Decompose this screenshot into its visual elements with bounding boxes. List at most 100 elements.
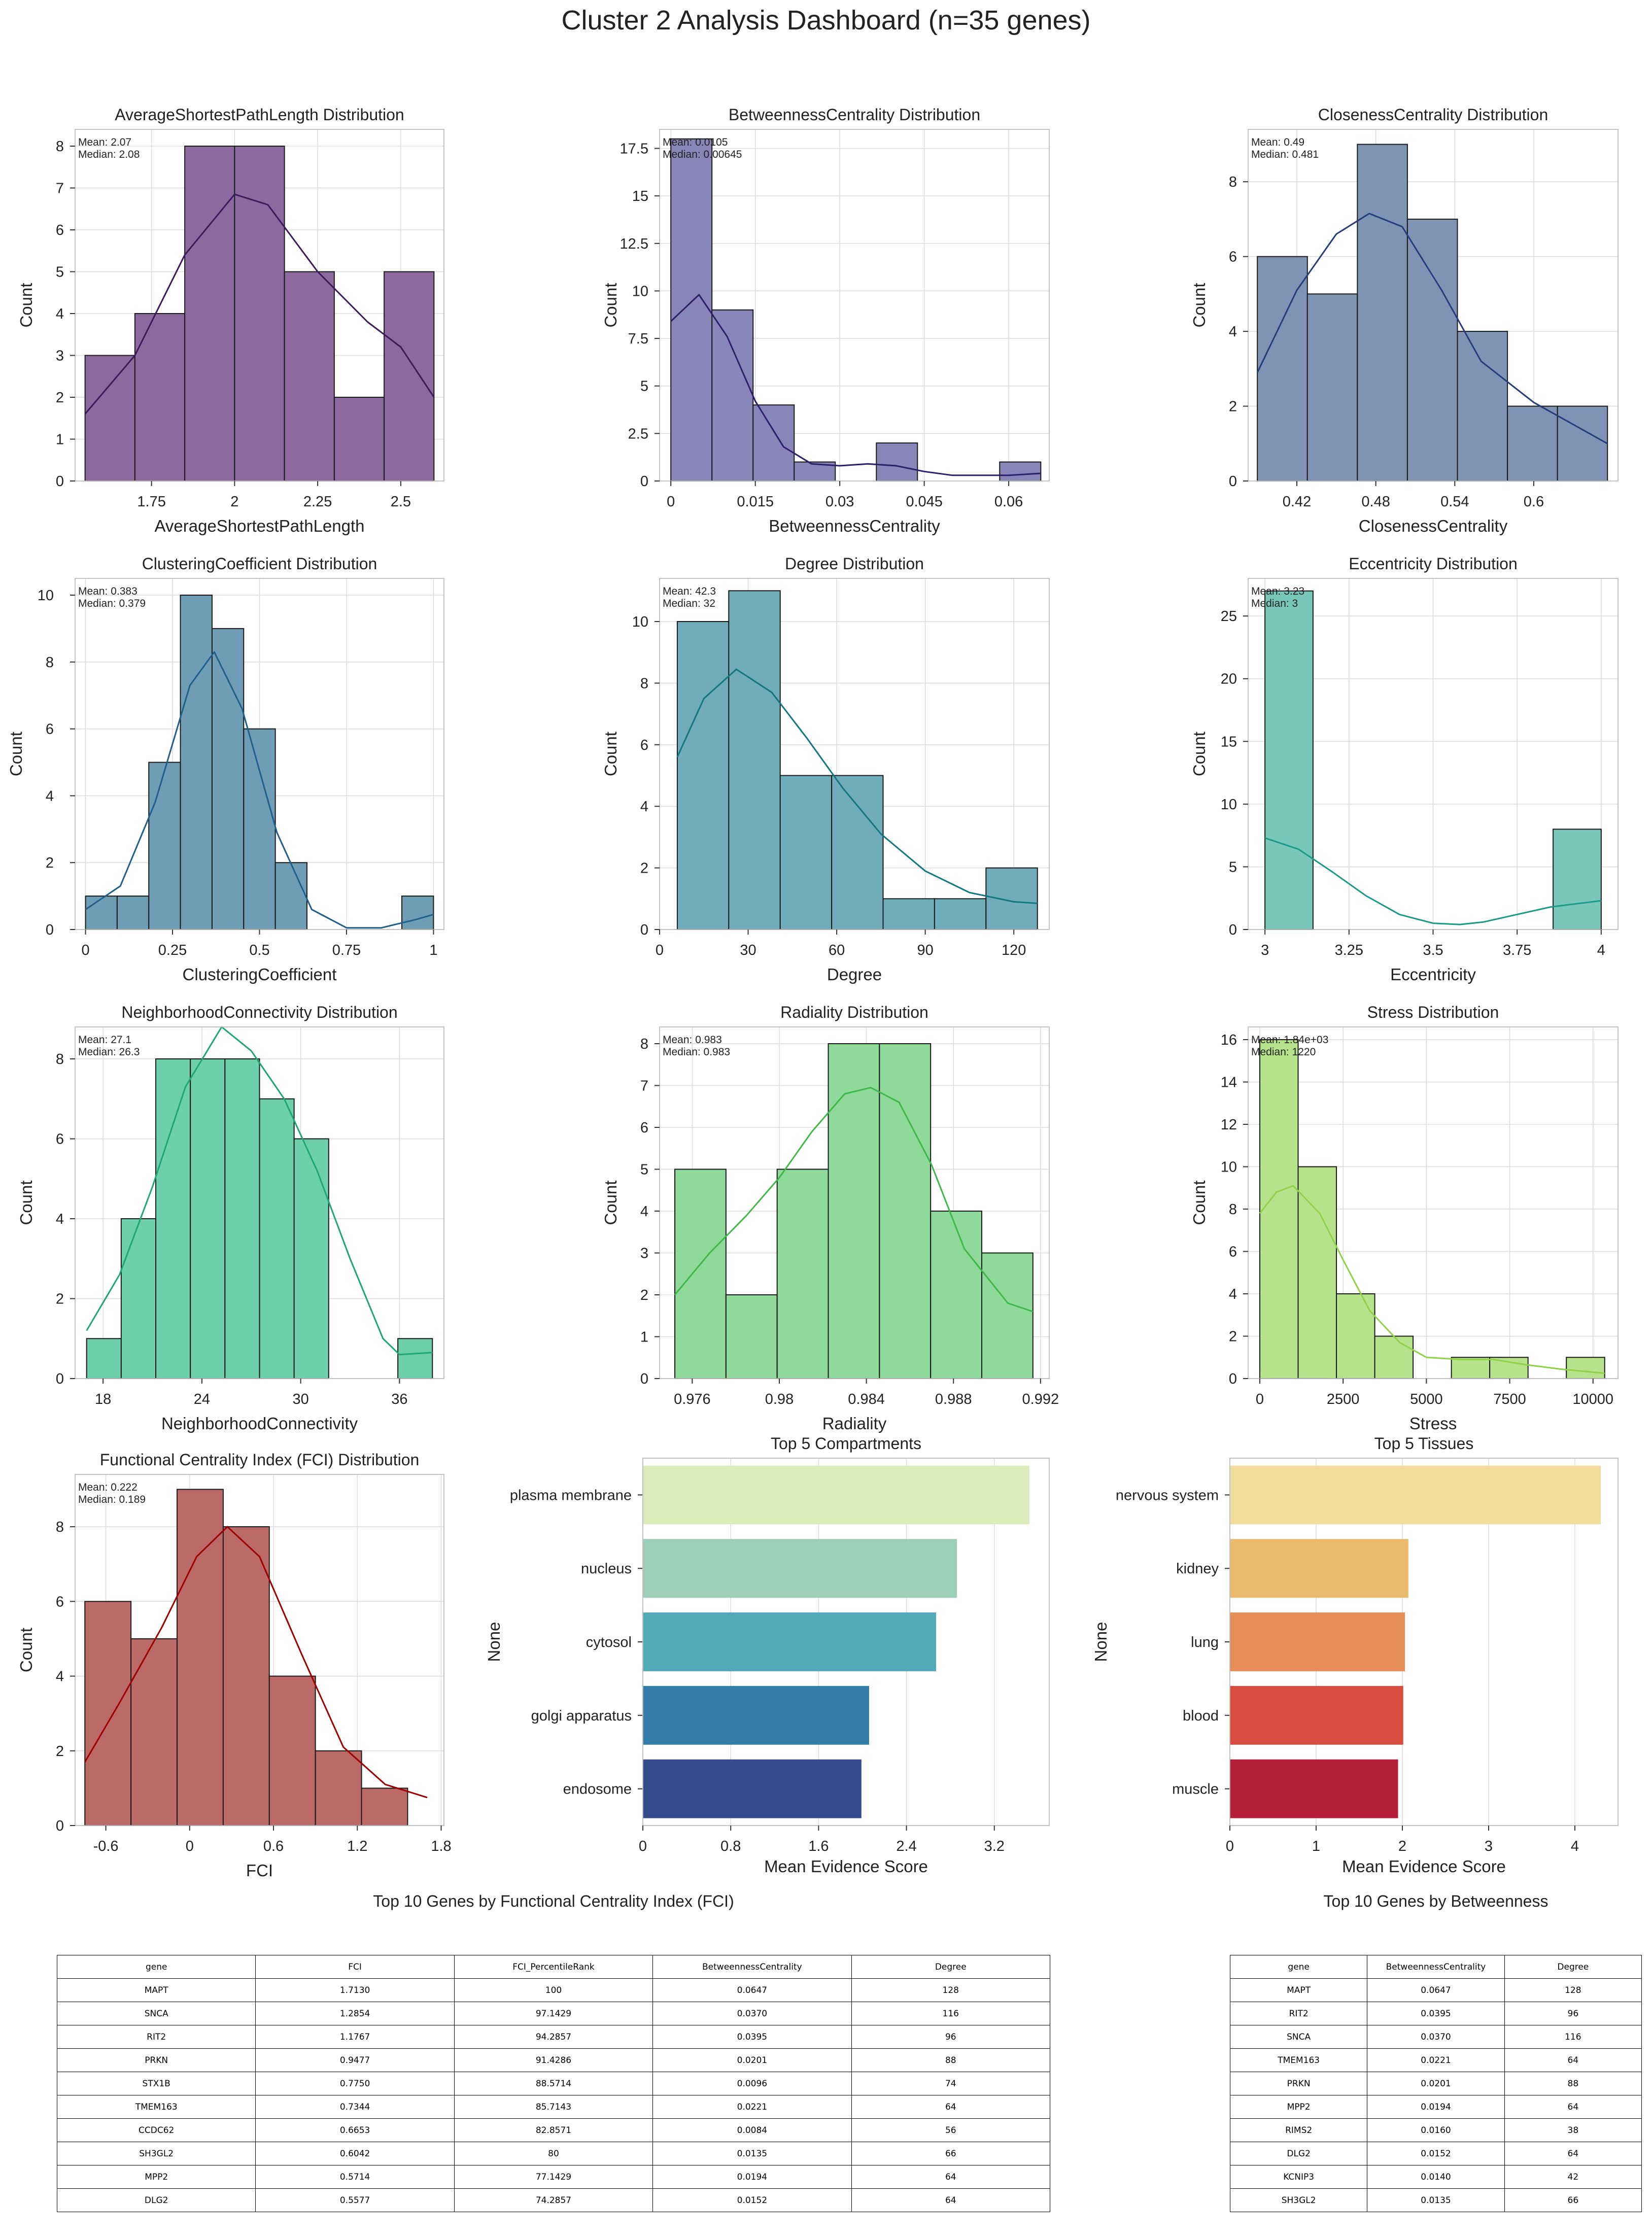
y-tick-label: 8 — [56, 1519, 64, 1535]
table-row: DLG2 0.5577 74.2857 0.0152 64 — [56, 2188, 1051, 2212]
table-cell: KCNIP3 — [1229, 2165, 1368, 2189]
table-cell: 128 — [1504, 1978, 1642, 2002]
chart-title: NeighborhoodConnectivity Distribution — [121, 1003, 397, 1021]
x-tick-label: -0.6 — [93, 1838, 119, 1854]
table-cell: 0.6653 — [255, 2118, 455, 2142]
histogram-bar — [361, 1787, 408, 1827]
x-tick-label: 0 — [656, 942, 664, 958]
y-tick-label: 3 — [56, 348, 64, 364]
x-tick-label: 2.25 — [303, 494, 332, 510]
y-tick-label: 17.5 — [620, 141, 648, 157]
y-tick-label: 6 — [1229, 1244, 1237, 1260]
x-tick-label: 0.988 — [935, 1391, 972, 1407]
axes-frame — [659, 578, 1050, 930]
stat-mean: Mean: 0.222 — [78, 1482, 137, 1493]
y-tick-label: 0 — [640, 473, 648, 490]
table-header-cell: Degree — [851, 1955, 1051, 1979]
y-tick-label: 5 — [1229, 859, 1237, 875]
table-cell: 100 — [454, 1978, 653, 2002]
x-tick-label: 7500 — [1493, 1391, 1526, 1407]
table-cell: 0.0201 — [1367, 2072, 1505, 2095]
histogram-bar — [1457, 331, 1508, 481]
axes-frame — [75, 1026, 444, 1379]
axes-frame — [75, 1474, 444, 1826]
kde-line — [1264, 837, 1602, 925]
table-cell: 85.7143 — [454, 2095, 653, 2119]
y-tick-label: 0 — [1229, 1371, 1237, 1387]
table-row: MPP2 0.0194 64 — [1229, 2095, 1642, 2119]
table-row: DLG2 0.0152 64 — [1229, 2142, 1642, 2165]
y-tick-label: 0 — [56, 1818, 64, 1834]
histogram-bar — [222, 1526, 270, 1826]
x-tick-label: 60 — [829, 942, 845, 958]
kde-line — [85, 651, 434, 929]
table-cell: 64 — [851, 2095, 1051, 2119]
histogram-bar — [224, 1058, 260, 1379]
histogram-panel: 0 2 4 6 8 -0.6 0 0.6 1.2 1.8 Functional Centrality… — [17, 1451, 452, 1880]
y-tick-label: 2 — [640, 1287, 648, 1303]
y-tick-label: 3 — [640, 1246, 648, 1262]
table-cell: 1.2854 — [255, 2002, 455, 2025]
table-title: Top 10 Genes by Functional Centrality In… — [373, 1892, 734, 1910]
y-axis-label: Count — [17, 283, 36, 327]
table-cell: 0.0201 — [652, 2048, 852, 2072]
histogram-bar — [84, 1601, 132, 1826]
x-tick-label: 0.25 — [158, 942, 187, 958]
x-tick-label: 30 — [293, 1391, 309, 1407]
x-axis-label: ClosenessCentrality — [1359, 517, 1508, 535]
bar — [643, 1685, 869, 1745]
histogram-bar — [86, 1338, 122, 1379]
histogram-panel: 0 5 10 15 20 25 3 3.25 3.5 3.75 4 Eccentricity Dist… — [1190, 555, 1619, 984]
histogram-bar — [981, 1252, 1034, 1379]
histogram-bar — [130, 1638, 178, 1826]
table-cell: 80 — [454, 2142, 653, 2165]
table-cell: 88.5714 — [454, 2072, 653, 2095]
table-cell: MPP2 — [1229, 2095, 1368, 2119]
y-tick-label: 10 — [1221, 797, 1237, 813]
histogram-bar — [180, 594, 213, 930]
histogram-bar — [985, 867, 1038, 930]
axes-frame — [642, 1458, 1050, 1826]
x-tick-label: 0.03 — [825, 494, 854, 510]
table-row: PRKN 0.0201 88 — [1229, 2072, 1642, 2095]
x-tick-label: 24 — [194, 1391, 210, 1407]
histogram-bar — [676, 621, 730, 930]
x-axis-label: Degree — [827, 965, 882, 984]
table-cell: 0.7750 — [255, 2072, 455, 2095]
histogram-panel: 0 2 4 6 8 0.42 0.48 0.54 0.6 ClosenessCentrality … — [1190, 106, 1619, 535]
y-tick-label: 1 — [56, 432, 64, 448]
histogram-bar — [268, 1675, 316, 1827]
table-header-cell: gene — [56, 1955, 256, 1979]
x-tick-label: 0 — [1226, 1838, 1234, 1854]
table-cell: RIMS2 — [1229, 2118, 1368, 2142]
table-cell: 56 — [851, 2118, 1051, 2142]
table-row: TMEM163 0.7344 85.7143 0.0221 64 — [56, 2095, 1051, 2119]
y-tick-label: 6 — [56, 1131, 64, 1148]
table-cell: MAPT — [1229, 1978, 1368, 2002]
axes-frame — [659, 1026, 1050, 1379]
category-label: muscle — [1172, 1781, 1219, 1798]
y-tick-label: 2 — [640, 861, 648, 877]
y-axis-label: Count — [1190, 283, 1209, 327]
table-cell: 0.6042 — [255, 2142, 455, 2165]
chart-title: Degree Distribution — [785, 555, 924, 573]
table-cell: 96 — [1504, 2002, 1642, 2025]
y-tick-label: 25 — [1221, 608, 1237, 625]
histogram-bar — [1259, 1039, 1299, 1379]
x-tick-label: 0 — [667, 494, 675, 510]
x-tick-label: 1.8 — [431, 1838, 451, 1854]
bar — [1230, 1612, 1405, 1671]
table-header-cell: FCI_PercentileRank — [454, 1955, 653, 1979]
y-tick-label: 16 — [1221, 1032, 1237, 1048]
table-row: RIT2 0.0395 96 — [1229, 2002, 1642, 2025]
table-cell: 66 — [1504, 2188, 1642, 2212]
histogram-bar — [934, 898, 987, 930]
x-tick-label: 0 — [186, 1838, 194, 1854]
table-cell: 88 — [1504, 2072, 1642, 2095]
y-tick-label: 4 — [46, 788, 54, 804]
y-tick-label: 8 — [56, 139, 64, 155]
axes-frame — [1248, 1026, 1619, 1379]
y-tick-label: 8 — [640, 675, 648, 692]
histogram-bar — [190, 1058, 226, 1379]
table-cell: SH3GL2 — [56, 2142, 256, 2165]
